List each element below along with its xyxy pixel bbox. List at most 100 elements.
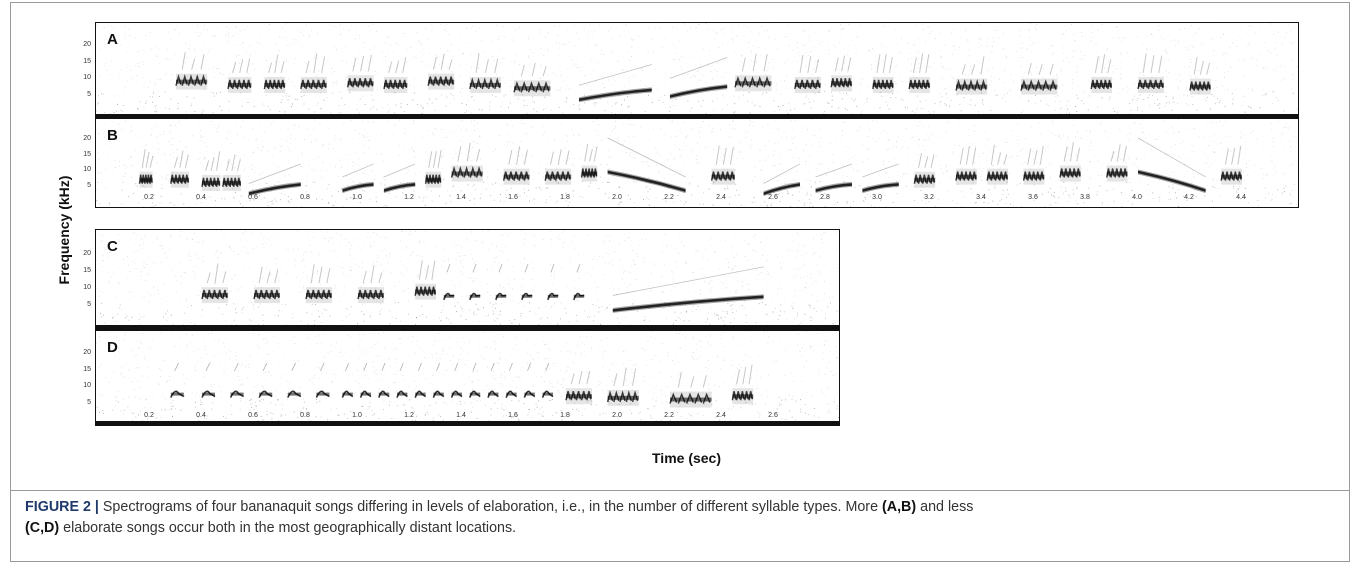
syllable-mark (222, 154, 242, 191)
x-tick-label: 0.8 (300, 194, 310, 201)
caption-text-2: and less (916, 499, 974, 515)
x-tick-label: 1.0 (352, 194, 362, 201)
syllable-mark (378, 362, 390, 398)
x-tick-label: 0.4 (196, 412, 206, 419)
y-tick-label: 20 (83, 135, 91, 142)
syllable-mark (955, 146, 977, 185)
panel-label-b: B (107, 127, 118, 144)
syllable-mark (502, 146, 530, 185)
syllable-mark (383, 57, 408, 93)
syllable-mark (1137, 137, 1206, 194)
syllable-mark (872, 54, 894, 93)
syllable-mark (544, 149, 572, 185)
syllable-mark (227, 58, 252, 93)
syllable-mark (505, 362, 518, 398)
y-tick-label: 20 (83, 349, 91, 356)
syllable-mark (955, 56, 988, 95)
y-tick-label: 15 (83, 365, 91, 373)
caption-divider (10, 490, 1350, 491)
syllable-mark (414, 362, 427, 398)
syllable-mark (607, 137, 686, 194)
x-tick-label: 1.2 (404, 412, 414, 419)
syllable-mark (287, 362, 302, 398)
figure-caption: FIGURE 2 | Spectrograms of four bananaqu… (25, 497, 1335, 539)
syllable-mark (606, 367, 639, 406)
x-tick-label: 0.2 (144, 412, 154, 419)
syllable-mark (913, 153, 936, 188)
syllable-mark (547, 264, 559, 301)
syllable-mark (513, 62, 551, 97)
syllable-mark (253, 266, 280, 304)
x-tick-label: 4.0 (1132, 194, 1142, 201)
y-tick-label: 5 (87, 90, 91, 98)
syllable-mark (300, 53, 327, 93)
y-tick-label: 15 (83, 150, 91, 158)
syllable-mark (1059, 142, 1081, 182)
y-tick-label: 10 (83, 382, 91, 389)
noise-texture (96, 23, 1298, 118)
syllable-mark (710, 145, 735, 185)
syllable-mark (450, 362, 463, 398)
syllable-mark (201, 263, 228, 304)
spectrogram-panel-c: C (95, 229, 840, 330)
caption-text-1: Spectrograms of four bananaquit songs di… (98, 499, 882, 515)
x-tick-label: 1.4 (456, 412, 466, 419)
syllable-mark (1137, 53, 1164, 93)
low-frequency-floor (96, 325, 839, 329)
x-tick-label: 4.2 (1184, 194, 1194, 201)
x-tick-label: 3.4 (976, 194, 986, 201)
x-tick-label: 3.2 (924, 194, 934, 201)
x-tick-label: 1.8 (560, 412, 570, 419)
syllable-mark (1020, 62, 1058, 95)
x-tick-label: 3.8 (1080, 194, 1090, 201)
y-tick-label: 5 (87, 301, 91, 308)
syllable-mark (565, 370, 592, 405)
y-tick-label: 20 (83, 41, 91, 48)
caption-text-3: elaborate songs occur both in the most g… (59, 520, 517, 536)
x-tick-label: 0.8 (300, 412, 310, 419)
syllable-mark (357, 265, 384, 304)
syllable-mark (346, 54, 374, 92)
y-tick-label: 10 (83, 166, 91, 173)
x-tick-label: 0.2 (144, 194, 154, 201)
syllable-mark (258, 362, 273, 398)
syllable-mark (669, 372, 712, 408)
x-tick-label: 2.2 (664, 194, 674, 201)
syllable-mark (229, 362, 244, 398)
spectrogram-d-canvas (96, 331, 839, 425)
syllable-mark (263, 54, 286, 93)
x-tick-label: 2.0 (612, 194, 622, 201)
syllable-mark (794, 54, 821, 93)
syllable-mark (1022, 145, 1045, 185)
y-tick-label: 10 (83, 284, 91, 291)
y-tick-label: 10 (83, 74, 91, 81)
syllable-mark (830, 55, 852, 92)
low-frequency-floor (96, 421, 839, 425)
y-axis-title: Frequency (kHz) (56, 175, 72, 285)
syllable-mark (1189, 56, 1211, 95)
x-tick-label: 2.0 (612, 412, 622, 419)
syllable-mark (521, 264, 533, 301)
syllable-mark (1106, 144, 1128, 182)
x-tick-label: 2.6 (768, 412, 778, 419)
syllable-mark (731, 364, 754, 405)
x-axis-title: Time (sec) (652, 450, 721, 466)
spectrogram-panel-d: D (95, 330, 840, 426)
x-tick-label: 4.4 (1236, 194, 1246, 201)
syllable-mark (170, 362, 185, 398)
noise-texture (96, 331, 839, 425)
syllable-mark (815, 163, 853, 194)
x-tick-label: 2.6 (768, 194, 778, 201)
x-tick-label: 3.0 (872, 194, 882, 201)
syllable-mark (443, 264, 455, 301)
x-tick-label: 1.6 (508, 412, 518, 419)
panel-label-c: C (107, 238, 118, 255)
syllable-mark (450, 142, 483, 182)
x-tick-label: 2.2 (664, 412, 674, 419)
noise-texture (96, 230, 839, 329)
syllable-mark (580, 143, 598, 182)
syllable-mark (175, 51, 208, 90)
syllable-mark (1220, 145, 1242, 185)
syllable-mark (495, 264, 507, 301)
spectrogram-b-canvas (96, 119, 1298, 207)
